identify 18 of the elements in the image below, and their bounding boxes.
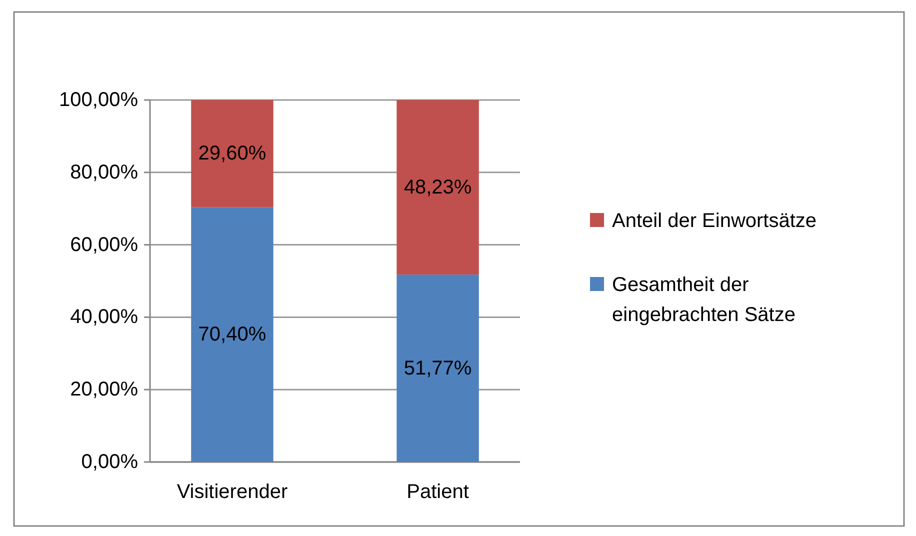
y-tick-label: 100,00% <box>59 89 138 111</box>
y-tick-label: 40,00% <box>70 306 138 328</box>
y-tick-label: 80,00% <box>70 161 138 184</box>
y-tick-label: 0,00% <box>81 451 138 473</box>
y-tick-label: 20,00% <box>70 378 138 401</box>
x-tick-label: Visitierender <box>176 481 288 503</box>
x-tick-label: Patient <box>406 481 470 503</box>
bar <box>191 207 274 462</box>
bar <box>396 100 479 275</box>
data-label: 51,77% <box>404 357 472 380</box>
y-tick-label: 60,00% <box>70 234 138 256</box>
bar <box>396 274 479 462</box>
bar <box>191 100 274 208</box>
data-label: 29,60% <box>198 142 266 165</box>
data-label: 70,40% <box>198 324 266 346</box>
data-label: 48,23% <box>404 176 472 198</box>
legend-label: Gesamtheit der eingebrachten Sätze <box>612 274 796 326</box>
legend-label: Anteil der Einwortsätze <box>612 210 817 232</box>
